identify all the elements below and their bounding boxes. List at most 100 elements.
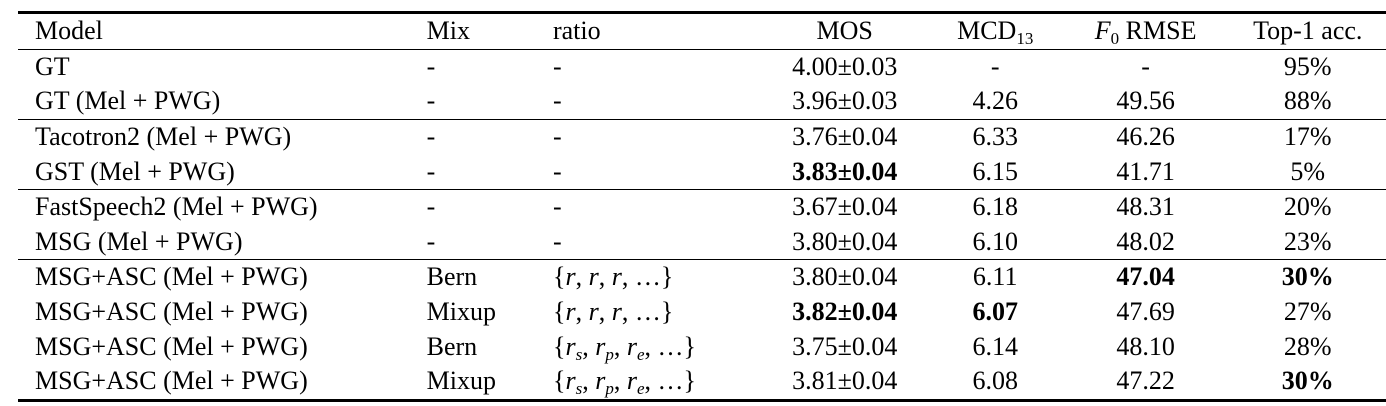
cell-text: 41.71 [1116, 156, 1175, 186]
cell-text: 6.18 [972, 192, 1018, 222]
cell-text: Mixup [426, 366, 496, 396]
table-cell: - [419, 189, 545, 224]
table-cell: Tacotron2 (Mel + PWG) [18, 119, 419, 154]
row-group: FastSpeech2 (Mel + PWG) - - 3.67±0.04 6.18 48… [18, 189, 1386, 260]
header-cell: Mix [419, 13, 545, 50]
cell-text: - [426, 226, 436, 256]
header-cell: MOS [761, 13, 929, 50]
cell-text: , [598, 262, 612, 292]
cell-text: MSG+ASC (Mel + PWG) [35, 297, 308, 327]
cell-text: - [426, 192, 436, 222]
cell-text: r [565, 262, 576, 292]
cell-text: MCD [957, 16, 1017, 46]
cell-text: - [990, 51, 1000, 81]
table-cell: 3.80±0.04 [761, 260, 929, 295]
cell-text: Tacotron2 (Mel + PWG) [35, 122, 292, 152]
table-cell: 48.02 [1062, 225, 1230, 260]
cell-text: r [611, 297, 622, 327]
table-cell: 6.14 [929, 329, 1062, 364]
cell-text: Bern [426, 262, 478, 292]
table-cell: MSG+ASC (Mel + PWG) [18, 295, 419, 330]
cell-text: F [1094, 16, 1111, 46]
cell-text: RMSE [1119, 16, 1197, 46]
cell-text: 6.14 [972, 331, 1018, 361]
cell-text: 20% [1283, 192, 1332, 222]
table-cell: 3.76±0.04 [761, 119, 929, 154]
cell-text: - [552, 192, 562, 222]
cell-text: , [598, 297, 612, 327]
table-cell: 3.80±0.04 [761, 225, 929, 260]
cell-text: , … [621, 297, 661, 327]
cell-text: 3.81±0.04 [792, 366, 898, 396]
header-cell: F0 RMSE [1062, 13, 1230, 50]
table-cell: 5% [1230, 154, 1386, 189]
cell-text: 3.80±0.04 [792, 226, 898, 256]
table-cell: - [419, 49, 545, 84]
cell-text: , … [644, 366, 684, 396]
table-row: MSG+ASC (Mel + PWG) Bern {r, r, r, …} 3.80±… [18, 260, 1386, 295]
cell-text: - [426, 122, 436, 152]
table-cell: Mixup [419, 295, 545, 330]
cell-text: r [595, 366, 606, 396]
table-cell: 3.96±0.03 [761, 84, 929, 119]
cell-text: } [660, 262, 674, 292]
cell-text: r [626, 331, 637, 361]
cell-text: 23% [1283, 226, 1332, 256]
cell-text: 48.31 [1116, 192, 1175, 222]
cell-text: r [565, 297, 576, 327]
table-cell: 28% [1230, 329, 1386, 364]
cell-text: 3.96±0.03 [792, 86, 898, 116]
cell-text: 47.04 [1116, 262, 1175, 292]
table-cell: 48.31 [1062, 189, 1230, 224]
cell-text: MSG+ASC (Mel + PWG) [35, 331, 308, 361]
table-cell: {rs, rp, re, …} [545, 329, 761, 364]
subscript: e [636, 379, 645, 399]
table-cell: 6.18 [929, 189, 1062, 224]
table-cell: - [419, 225, 545, 260]
cell-text: , … [621, 262, 661, 292]
cell-text: GST (Mel + PWG) [35, 156, 235, 186]
table-cell: 41.71 [1062, 154, 1230, 189]
cell-text: - [1141, 51, 1150, 81]
cell-text: 6.07 [972, 297, 1018, 327]
table-cell: 6.07 [929, 295, 1062, 330]
cell-text: { [552, 331, 566, 361]
table-row: GST (Mel + PWG) - - 3.83±0.04 6.15 41.71 5% [18, 154, 1386, 189]
table-row: MSG+ASC (Mel + PWG) Mixup {rs, rp, re, …} 3… [18, 364, 1386, 400]
table-cell: 6.33 [929, 119, 1062, 154]
cell-text: r [588, 297, 599, 327]
cell-text: , [575, 262, 589, 292]
subscript: e [636, 344, 645, 364]
cell-text: 48.02 [1116, 226, 1175, 256]
cell-text: 3.67±0.04 [792, 192, 898, 222]
table-row: GT (Mel + PWG) - - 3.96±0.03 4.26 49.56 88% [18, 84, 1386, 119]
cell-text: - [426, 86, 436, 116]
table-row: MSG+ASC (Mel + PWG) Bern {rs, rp, re, …} 3.… [18, 329, 1386, 364]
cell-text: 4.00±0.03 [792, 51, 898, 81]
cell-text: MSG+ASC (Mel + PWG) [35, 262, 308, 292]
cell-text: 3.82±0.04 [792, 297, 898, 327]
table-cell: 46.26 [1062, 119, 1230, 154]
table-cell: 3.81±0.04 [761, 364, 929, 400]
cell-text: ratio [552, 16, 601, 46]
cell-text: Mix [426, 16, 470, 46]
table-cell: 23% [1230, 225, 1386, 260]
cell-text: Top-1 acc. [1253, 16, 1363, 46]
cell-text: Bern [426, 331, 478, 361]
table-cell: 49.56 [1062, 84, 1230, 119]
results-table: Model Mix ratio MOS MCD13 F0 RMSE Top-1 acc. G… [18, 11, 1386, 402]
table-cell: 3.67±0.04 [761, 189, 929, 224]
table-cell: 3.82±0.04 [761, 295, 929, 330]
cell-text: GT [35, 51, 70, 81]
subscript: p [605, 344, 614, 364]
table-cell: 47.22 [1062, 364, 1230, 400]
cell-text: 46.26 [1116, 122, 1175, 152]
table-cell: GST (Mel + PWG) [18, 154, 419, 189]
cell-text: MSG (Mel + PWG) [35, 226, 243, 256]
table-header: Model Mix ratio MOS MCD13 F0 RMSE Top-1 acc. [18, 12, 1386, 50]
table-cell: 3.83±0.04 [761, 154, 929, 189]
header-row: Model Mix ratio MOS MCD13 F0 RMSE Top-1 acc. [18, 12, 1386, 50]
table-cell: 30% [1230, 364, 1386, 400]
table-cell: {r, r, r, …} [545, 260, 761, 295]
cell-text: - [552, 86, 562, 116]
